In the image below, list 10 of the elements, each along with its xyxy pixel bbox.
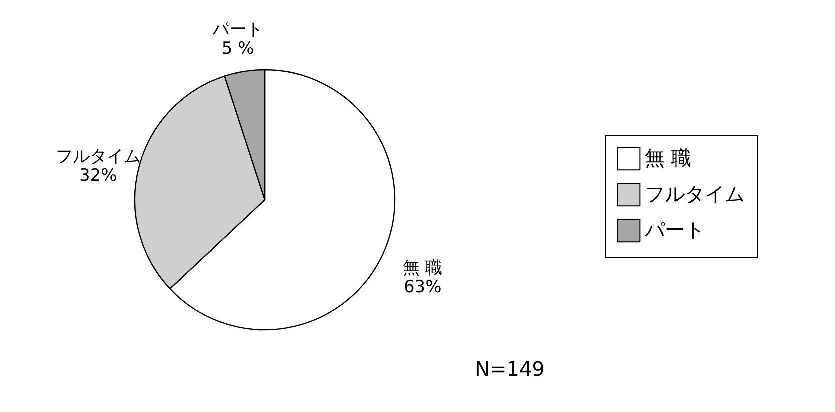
text: N=149: [475, 357, 545, 381]
slice-label: 無 職: [403, 258, 443, 278]
data-label: 63%: [404, 277, 442, 298]
data-label: 32%: [80, 166, 118, 186]
legend-label: フルタイム: [645, 182, 745, 206]
slice-label: パート: [212, 20, 264, 40]
slice-label: フルタイム: [56, 147, 141, 168]
data-label: 5 %: [222, 39, 254, 60]
legend-label: パート: [644, 218, 705, 242]
legend-label: 無 職: [645, 146, 692, 170]
